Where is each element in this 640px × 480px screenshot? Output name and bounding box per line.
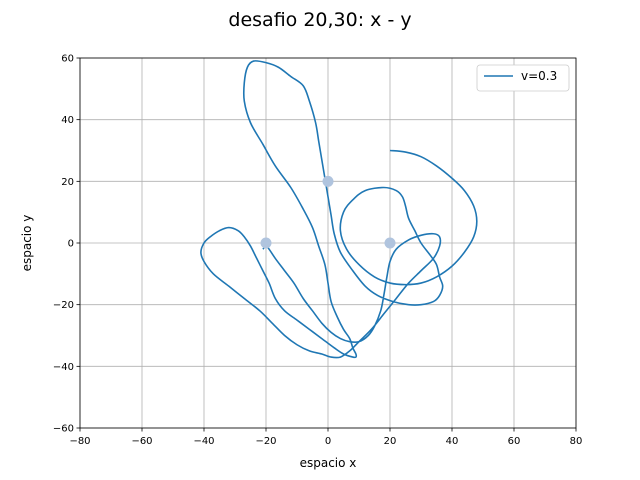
x-tick-label: −60 bbox=[131, 436, 152, 447]
x-tick-label: 40 bbox=[446, 436, 459, 447]
x-axis: −80 −60 −40 −20 0 20 40 60 80 bbox=[69, 428, 582, 447]
x-tick-label: −80 bbox=[69, 436, 90, 447]
x-tick-label: 20 bbox=[384, 436, 397, 447]
marker-layer bbox=[260, 175, 396, 249]
y-axis-label: espacio y bbox=[20, 215, 34, 272]
chart-title: desafio 20,30: x - y bbox=[228, 9, 411, 31]
plot-area bbox=[79, 57, 577, 429]
legend-box bbox=[476, 64, 570, 92]
y-axis: −60 −40 −20 0 20 40 60 bbox=[53, 54, 80, 435]
x-tick-label: −20 bbox=[255, 436, 276, 447]
legend: v=0.3 bbox=[476, 64, 570, 92]
y-tick-label: 60 bbox=[61, 54, 74, 65]
series-line-0 bbox=[200, 60, 478, 359]
series-layer bbox=[200, 60, 478, 359]
y-tick-label: −60 bbox=[53, 424, 74, 435]
y-tick-label: 0 bbox=[68, 239, 74, 250]
legend-label: v=0.3 bbox=[521, 69, 557, 83]
x-tick-label: 80 bbox=[570, 436, 583, 447]
y-tick-label: 40 bbox=[61, 115, 74, 126]
y-tick-label: −20 bbox=[53, 300, 74, 311]
x-tick-label: 0 bbox=[325, 436, 331, 447]
center-point-marker bbox=[260, 237, 272, 249]
x-tick-label: −40 bbox=[193, 436, 214, 447]
center-point-marker bbox=[384, 237, 396, 249]
y-tick-label: −40 bbox=[53, 362, 74, 373]
x-tick-label: 60 bbox=[508, 436, 521, 447]
x-axis-label: espacio x bbox=[300, 456, 357, 470]
center-point-marker bbox=[322, 175, 334, 187]
y-tick-label: 20 bbox=[61, 177, 74, 188]
